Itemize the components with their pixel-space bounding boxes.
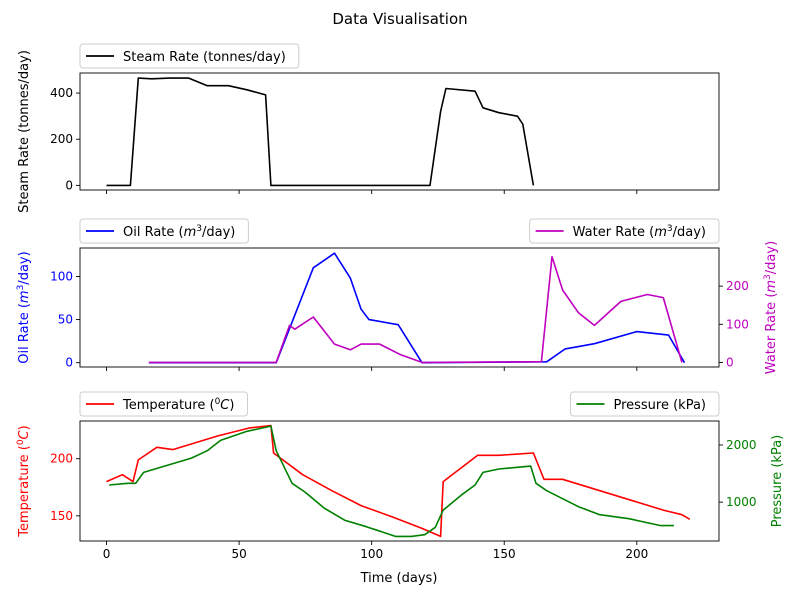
y-tick-label-left: 0 — [65, 356, 73, 370]
x-tick-label: 100 — [360, 547, 383, 561]
y-tick-label-left: 200 — [50, 452, 73, 466]
y-axis-label-left: Steam Rate (tonnes/day) — [17, 50, 32, 213]
axes-frame — [79, 247, 720, 368]
y-tick-label-left: 400 — [50, 86, 73, 100]
legend-pressure-kpa: Pressure (kPa) — [569, 391, 720, 417]
series-line-temperature-0c — [106, 424, 691, 538]
series-line-oil-rate-m3-day — [148, 252, 686, 364]
y-tick-label-left: 50 — [58, 313, 73, 327]
y-axis-label-left: Oil Rate (m3/day) — [16, 251, 32, 363]
axes-frame — [79, 72, 720, 191]
legend-water-rate-m3-day: Water Rate (m3/day) — [529, 218, 720, 244]
y-tick-label-right: 100 — [726, 317, 749, 331]
x-tick-label: 200 — [625, 547, 648, 561]
legend-steam-rate-tonnes-day: Steam Rate (tonnes/day) — [79, 43, 300, 69]
x-tick-label: 50 — [231, 547, 246, 561]
legend-label: Steam Rate (tonnes/day) — [123, 50, 286, 65]
series-line-pressure-kpa — [109, 425, 674, 538]
y-tick-label-right: 2000 — [726, 438, 757, 452]
legend-oil-rate-m3-day: Oil Rate (m3/day) — [79, 218, 249, 244]
temperature-pressure-panel: 0 50 100 150 200 150 200 Temperature (0C) 1000 20… — [16, 391, 785, 561]
y-tick-label-left: 0 — [65, 178, 73, 192]
legend-label: Oil Rate (m3/day) — [123, 224, 235, 240]
y-tick-label-left: 150 — [50, 509, 73, 523]
legend-temperature-0c: Temperature (0C) — [79, 391, 248, 417]
y-tick-label-right: 0 — [726, 355, 734, 369]
x-tick-label: 150 — [493, 547, 516, 561]
x-tick-label: 0 — [103, 547, 111, 561]
steam-rate-panel: 0 200 400 Steam Rate (tonnes/day) Steam Rate… — [17, 43, 720, 213]
legend-label: Water Rate (m3/day) — [573, 224, 706, 240]
legend-label: Pressure (kPa) — [613, 398, 706, 413]
figure-title: Data Visualisation — [332, 10, 467, 28]
axes-frame — [79, 420, 720, 542]
y-axis-label-left: Temperature (0C) — [16, 425, 32, 537]
series-line-steam-rate-tonnes-day — [106, 77, 535, 187]
y-tick-label-left: 100 — [50, 269, 73, 283]
series-line-water-rate-m3-day — [148, 255, 683, 364]
legend-label: Temperature (0C) — [122, 397, 234, 413]
y-tick-label-right: 1000 — [726, 495, 757, 509]
y-axis-label-right: Water Rate (m3/day) — [763, 241, 779, 374]
y-tick-label-left: 200 — [50, 132, 73, 146]
oil-water-rate-panel: 0 50 100 Oil Rate (m3/day) 0 100 200 Water Rate… — [16, 218, 779, 374]
x-axis-label: Time (days) — [360, 571, 438, 586]
y-tick-label-right: 200 — [726, 279, 749, 293]
y-axis-label-right: Pressure (kPa) — [770, 435, 785, 528]
